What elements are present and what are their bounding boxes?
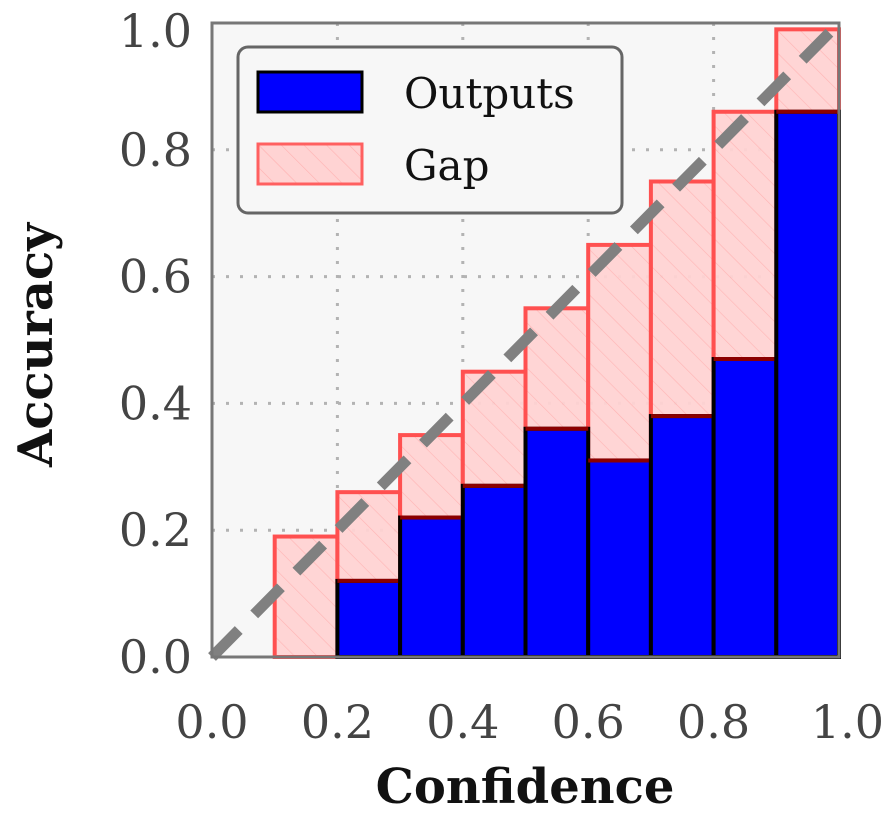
gap-bar-8 (711, 109, 779, 362)
legend-swatch-outputs (256, 70, 364, 114)
y-tick-label-0: 0.0 (119, 630, 192, 684)
y-tick-label-3: 0.6 (119, 250, 192, 304)
gap-bar-7 (648, 179, 716, 419)
output-bar-6 (586, 458, 653, 659)
output-bar-4 (460, 483, 528, 659)
output-bar-9 (774, 109, 841, 659)
y-tick-labels: 0.0 0.2 0.4 0.6 0.8 1.0 (119, 4, 192, 684)
x-tick-labels: 0.0 0.2 0.4 0.6 0.8 1.0 (175, 695, 884, 749)
x-axis-title: Confidence (376, 759, 675, 813)
gap-bar-5 (523, 306, 591, 431)
y-axis-title: Accuracy (8, 221, 64, 468)
gap-bar-2 (335, 490, 403, 583)
y-tick-label-2: 0.4 (119, 376, 192, 430)
legend-label-outputs: Outputs (404, 69, 575, 118)
gap-bars (272, 27, 841, 659)
legend-swatch-gap (256, 142, 364, 186)
output-bar-2 (335, 578, 403, 659)
x-tick-label-1: 0.2 (301, 695, 374, 749)
output-bar-5 (523, 426, 591, 660)
output-bar-8 (711, 357, 779, 659)
y-tick-label-1: 0.2 (119, 503, 192, 557)
legend-label-gap: Gap (404, 141, 489, 190)
x-tick-label-3: 0.6 (552, 695, 625, 749)
legend: Outputs Gap (236, 45, 624, 215)
x-tick-label-5: 1.0 (811, 695, 884, 749)
gap-bar-9 (774, 27, 841, 114)
y-tick-label-4: 0.8 (119, 123, 192, 177)
output-bar-3 (398, 515, 465, 660)
x-tick-label-4: 0.8 (677, 695, 750, 749)
y-tick-label-5: 1.0 (119, 4, 192, 58)
output-bar-7 (648, 414, 716, 659)
gap-bar-3 (398, 433, 465, 520)
x-tick-label-2: 0.4 (426, 695, 499, 749)
x-tick-label-0: 0.0 (175, 695, 248, 749)
perfect-calibration-line (208, 19, 843, 661)
plot-frame (210, 21, 841, 659)
gap-bar-6 (586, 242, 653, 463)
